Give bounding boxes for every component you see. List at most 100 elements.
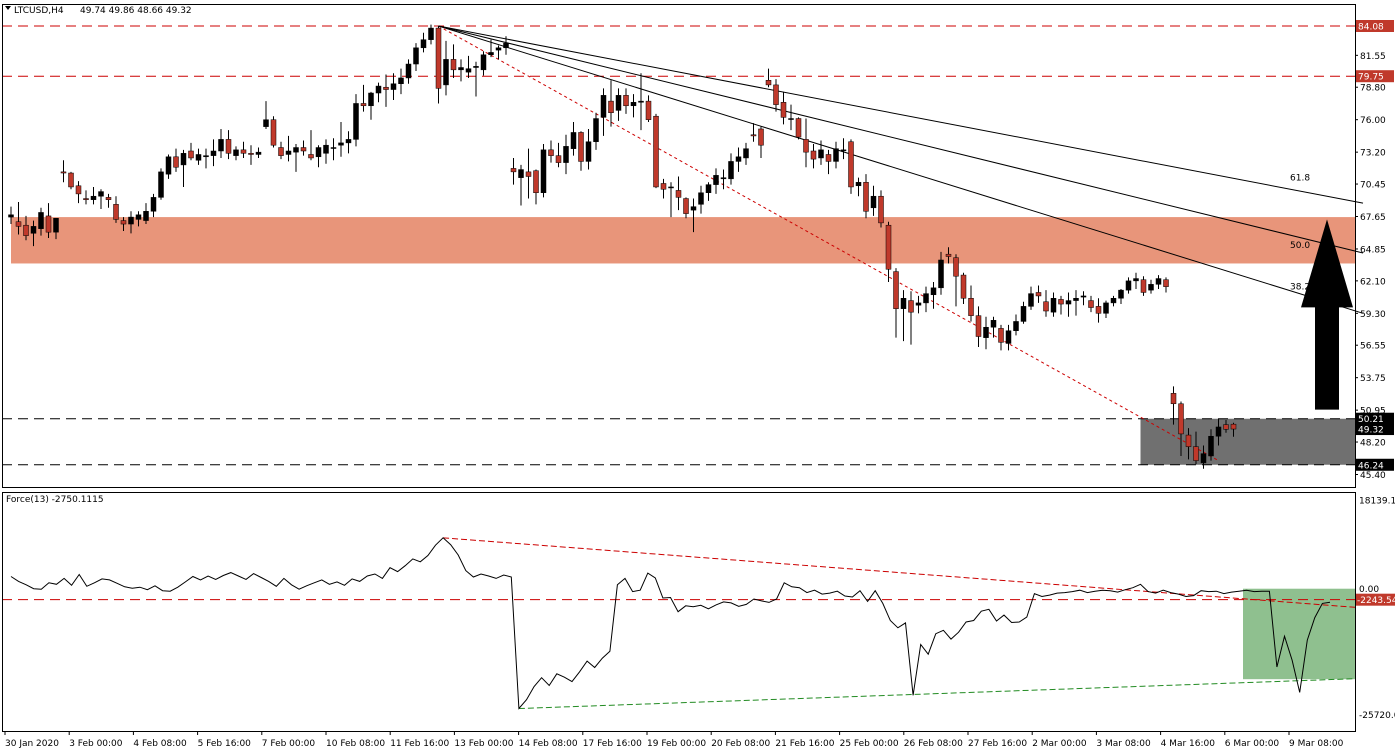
price-tag-bg [1356,458,1394,471]
fib-fan-line-61.8 [438,25,1364,204]
x-tick-label: 11 Feb 16:00 [390,739,449,749]
candle-body [503,42,509,49]
x-tick-label: 7 Feb 00:00 [262,739,316,749]
lines-layer: 61.8 50.0 38.2 [2,25,1364,466]
candle-body [270,119,277,146]
price-tick-label: 53.75 [1360,374,1386,384]
candle-body [1230,423,1237,430]
x-tick-label: 2 Mar 00:00 [1032,739,1087,749]
candle-body [1020,306,1027,322]
price-tick-label: 45.40 [1360,471,1386,481]
candle-body [855,182,862,187]
candle-body [765,80,772,86]
x-tick-label: 13 Feb 00:00 [454,739,513,749]
candle-body [675,190,682,198]
candle-body [638,100,644,103]
candle-body [1193,446,1199,461]
candle-body [885,224,892,270]
candle-body [353,103,359,140]
candle-body [525,171,532,177]
fib-fan-label-61.8: 61.8 [1290,174,1310,184]
candle-body [203,155,209,158]
candle-body [615,95,622,111]
x-tick-label: 3 Feb 00:00 [69,739,123,749]
candle-body [930,287,937,296]
candle-body [1028,293,1034,307]
price-tag-bg [1356,70,1394,83]
candle-body [683,198,689,214]
candle-body [233,149,239,156]
candle-body [1050,298,1057,313]
candle-body [330,147,337,149]
x-tick-label: 19 Feb 00:00 [647,739,706,749]
candle-body [308,154,314,159]
candle-body [53,217,59,233]
candle-body [833,148,839,162]
candle-body [240,149,247,154]
price-tag-label: 50.21 [1358,415,1384,425]
candle-body [210,150,217,156]
candle-body [915,302,922,306]
candle-body [608,100,614,113]
candle-body [75,185,82,195]
candle-body [383,86,389,90]
candle-body [998,328,1004,343]
force-zone [1243,588,1355,680]
x-tick-label: 30 Jan 2020 [5,739,59,749]
candle-body [1163,279,1169,287]
candle-body [8,214,14,218]
price-tag-label: 49.32 [1358,426,1384,436]
candle-body [105,197,112,200]
candle-body [188,150,194,159]
candle-body [863,182,869,212]
candle-body [735,156,742,162]
x-tick-label: 17 Feb 16:00 [583,739,642,749]
candle-body [668,186,674,189]
price-tick-label: 76.00 [1360,116,1386,126]
candle-body [405,63,412,79]
candle-body [1080,295,1087,298]
force-layer [2,537,1356,710]
candle-body [300,147,307,152]
x-tick-label: 5 Feb 16:00 [198,739,252,749]
price-tick-label: 73.20 [1360,149,1386,159]
force-tag-label: -2243.54 [1357,596,1395,606]
candle-body [173,156,179,168]
force-tick-label: -25720.00 [1359,711,1395,721]
candle-body [38,212,44,229]
candle-body [570,132,577,149]
candle-body [705,184,712,193]
force-pane-frame [2,492,1356,732]
candle-body [1185,434,1192,447]
candle-body [15,221,22,227]
candle-body [720,177,727,180]
price-tag-bg [1356,20,1394,32]
price-tick-label: 50.95 [1360,407,1386,417]
price-tag-label: 46.24 [1358,461,1384,471]
candle-body [195,154,202,161]
candle-body [630,102,637,107]
candle-body [443,59,449,86]
dropdown-marker-icon [5,6,11,10]
candle-body [23,224,29,236]
candle-body [870,195,877,209]
candle-body [1170,393,1177,405]
x-tick-label: 6 Mar 00:00 [1225,739,1280,749]
candle-body [908,300,914,313]
symbol-label: LTCUSD,H4 [14,6,64,16]
candle-body [540,149,547,193]
candle-body [135,214,142,220]
candle-body [1110,298,1117,304]
candle-body [1155,278,1162,285]
candle-body [795,118,802,138]
candle-body [375,85,382,94]
candle-body [480,54,487,71]
candles-layer [8,24,1237,469]
price-tick-label: 70.45 [1360,181,1386,191]
candle-body [248,153,254,155]
x-tick-label: 4 Mar 16:00 [1161,739,1216,749]
price-tick-label: 64.85 [1360,245,1386,255]
candle-body [713,175,719,185]
candle-body [1208,435,1214,457]
